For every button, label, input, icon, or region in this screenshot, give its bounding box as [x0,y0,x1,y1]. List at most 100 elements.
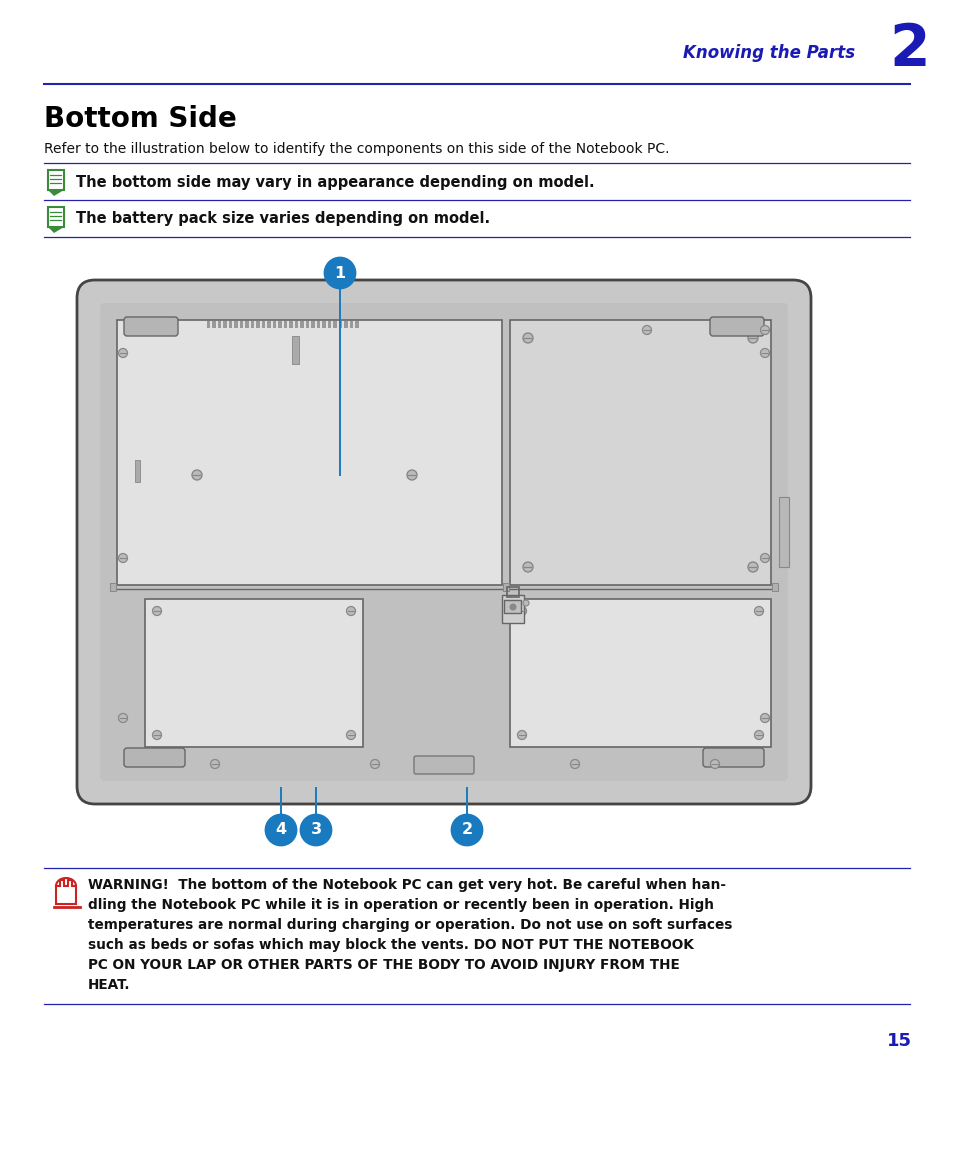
Text: PC ON YOUR LAP OR OTHER PARTS OF THE BODY TO AVOID INJURY FROM THE: PC ON YOUR LAP OR OTHER PARTS OF THE BOD… [88,958,679,972]
Bar [229,321,233,327]
Bar [218,321,221,327]
Text: 1: 1 [335,265,345,280]
Circle shape [152,607,161,616]
Bar [771,583,778,591]
Circle shape [370,759,379,769]
Bar [278,321,282,327]
Bar [344,321,348,327]
Text: The battery pack size varies depending on model.: The battery pack size varies depending o… [76,211,490,226]
Circle shape [522,333,533,344]
Circle shape [760,348,769,357]
Circle shape [760,554,769,563]
Bar [240,321,243,327]
Bar [223,321,227,327]
Text: The bottom side may vary in appearance depending on model.: The bottom side may vary in appearance d… [76,175,594,190]
Text: Bottom Side: Bottom Side [44,105,236,133]
FancyBboxPatch shape [124,317,178,336]
Bar [284,321,287,327]
Circle shape [266,815,295,845]
Bar [292,336,298,364]
Bar [262,321,265,327]
Bar [267,321,271,327]
Circle shape [517,731,526,740]
Bar [350,321,354,327]
Bar [510,321,770,585]
Text: 2: 2 [461,823,472,838]
Circle shape [118,714,128,723]
Circle shape [211,759,219,769]
Text: dling the Notebook PC while it is in operation or recently been in operation. Hi: dling the Notebook PC while it is in ope… [88,899,713,912]
Bar [779,498,788,566]
Bar [251,321,254,327]
Bar [334,321,336,327]
Bar [306,321,309,327]
Text: 2: 2 [888,21,929,78]
Bar [316,321,320,327]
Text: Knowing the Parts: Knowing the Parts [682,44,854,62]
Circle shape [760,325,769,334]
Bar [110,583,116,591]
Bar [300,321,304,327]
Polygon shape [48,228,64,233]
Bar [328,321,331,327]
Bar [503,600,520,614]
Bar [117,321,501,585]
Text: temperatures are normal during charging or operation. Do not use on soft surface: temperatures are normal during charging … [88,918,732,932]
Circle shape [118,554,128,563]
Text: WARNING!  The bottom of the Notebook PC can get very hot. Be careful when han-: WARNING! The bottom of the Notebook PC c… [88,878,725,892]
Bar [510,599,770,747]
FancyBboxPatch shape [77,280,810,804]
Bar [502,583,509,591]
Circle shape [522,600,529,606]
Bar [145,599,363,747]
Circle shape [641,325,651,334]
Bar [501,595,523,623]
FancyBboxPatch shape [414,756,474,774]
Circle shape [118,348,128,357]
Circle shape [747,333,758,344]
Bar [213,321,215,327]
Circle shape [517,607,526,616]
FancyBboxPatch shape [100,303,787,781]
Bar [256,321,260,327]
Polygon shape [48,190,64,196]
Circle shape [346,607,355,616]
Circle shape [192,470,202,480]
Bar [294,321,298,327]
Circle shape [760,714,769,723]
Circle shape [522,562,533,572]
FancyBboxPatch shape [124,748,185,768]
FancyBboxPatch shape [709,317,763,336]
Bar [506,587,518,597]
Circle shape [407,470,416,480]
Bar [312,321,314,327]
Bar [207,321,211,327]
Bar [355,321,358,327]
Bar [338,321,342,327]
Circle shape [710,759,719,769]
Bar [48,170,64,190]
Text: Refer to the illustration below to identify the components on this side of the N: Refer to the illustration below to ident… [44,142,669,156]
Circle shape [509,603,516,610]
Bar [289,321,293,327]
Text: 4: 4 [275,823,286,838]
Text: such as beds or sofas which may block the vents. DO NOT PUT THE NOTEBOOK: such as beds or sofas which may block th… [88,938,693,953]
Bar [245,321,249,327]
Circle shape [325,259,355,288]
Bar [135,460,140,481]
Circle shape [570,759,578,769]
FancyBboxPatch shape [702,748,763,768]
Bar [48,207,64,228]
Text: 15: 15 [886,1032,911,1050]
Text: 3: 3 [310,823,321,838]
Bar [502,583,509,591]
Bar [234,321,237,327]
Circle shape [452,815,481,845]
Circle shape [346,731,355,740]
Circle shape [747,562,758,572]
Circle shape [301,815,331,845]
Bar [273,321,276,327]
Text: HEAT.: HEAT. [88,978,131,992]
Circle shape [754,731,762,740]
Circle shape [754,607,762,616]
